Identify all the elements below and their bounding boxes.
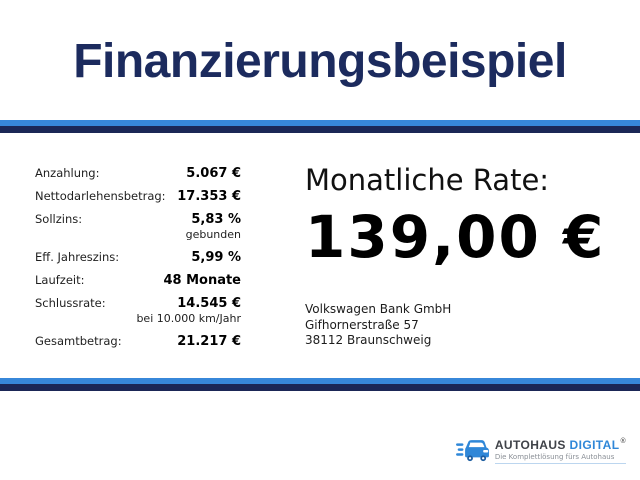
page-title: Finanzierungsbeispiel bbox=[73, 35, 567, 88]
table-row: Schlussrate: 14.545 € bei 10.000 km/Jahr bbox=[35, 296, 241, 326]
table-row: Gesamtbetrag: 21.217 € bbox=[35, 334, 241, 349]
row-label: Anzahlung: bbox=[35, 166, 100, 180]
row-value: 48 Monate bbox=[163, 273, 241, 288]
registered-mark: ® bbox=[620, 438, 626, 445]
table-row: Sollzins: 5,83 % gebunden bbox=[35, 212, 241, 242]
row-label: Nettodarlehensbetrag: bbox=[35, 189, 166, 203]
bank-name: Volkswagen Bank GmbH bbox=[305, 302, 452, 316]
row-label: Laufzeit: bbox=[35, 273, 85, 287]
bank-street: Gifhornerstraße 57 bbox=[305, 317, 419, 332]
row-value: 14.545 € bbox=[177, 296, 241, 311]
table-row: Nettodarlehensbetrag: 17.353 € bbox=[35, 189, 241, 204]
row-value: 5.067 € bbox=[186, 166, 241, 181]
row-note: gebunden bbox=[185, 228, 241, 241]
row-note: bei 10.000 km/Jahr bbox=[136, 312, 241, 325]
logo-text: AUTOHAUS DIGITAL® Die Komplettlösung für… bbox=[494, 436, 626, 464]
autohaus-digital-logo: AUTOHAUS DIGITAL® Die Komplettlösung für… bbox=[455, 436, 626, 464]
divider-light-stripe bbox=[0, 120, 640, 126]
bank-city: 38112 Braunschweig bbox=[305, 333, 432, 347]
divider-dark-stripe bbox=[0, 384, 640, 391]
table-row: Laufzeit: 48 Monate bbox=[35, 273, 241, 288]
finance-table: Anzahlung: 5.067 € Nettodarlehensbetrag:… bbox=[35, 166, 241, 357]
table-row: Anzahlung: 5.067 € bbox=[35, 166, 241, 181]
logo-brand-autohaus: AUTOHAUS bbox=[494, 438, 566, 452]
divider-light-stripe bbox=[0, 378, 640, 384]
divider-dark-stripe bbox=[0, 126, 640, 133]
row-label: Schlussrate: bbox=[35, 296, 106, 310]
car-icon bbox=[455, 440, 489, 462]
row-value: 5,83 % bbox=[191, 212, 241, 227]
row-value: 17.353 € bbox=[177, 189, 241, 204]
logo-tagline: Die Komplettlösung fürs Autohaus bbox=[494, 453, 626, 464]
monthly-rate-heading: Monatliche Rate: bbox=[305, 163, 550, 197]
row-label: Eff. Jahreszins: bbox=[35, 250, 120, 264]
monthly-rate-block: Monatliche Rate: 139,00 € Volkswagen Ban… bbox=[305, 162, 635, 349]
row-label: Sollzins: bbox=[35, 212, 83, 226]
logo-brand-digital: DIGITAL bbox=[569, 438, 620, 452]
monthly-rate-amount: 139,00 € bbox=[305, 203, 606, 271]
bank-address: Volkswagen Bank GmbH Gifhornerstraße 57 … bbox=[305, 302, 635, 349]
row-label: Gesamtbetrag: bbox=[35, 334, 122, 348]
table-row: Eff. Jahreszins: 5,99 % bbox=[35, 250, 241, 265]
divider-bar-bottom bbox=[0, 378, 640, 391]
divider-bar-top bbox=[0, 120, 640, 133]
logo-brand: AUTOHAUS DIGITAL® bbox=[494, 438, 626, 452]
row-value: 21.217 € bbox=[177, 334, 241, 349]
row-value: 5,99 % bbox=[191, 250, 241, 265]
